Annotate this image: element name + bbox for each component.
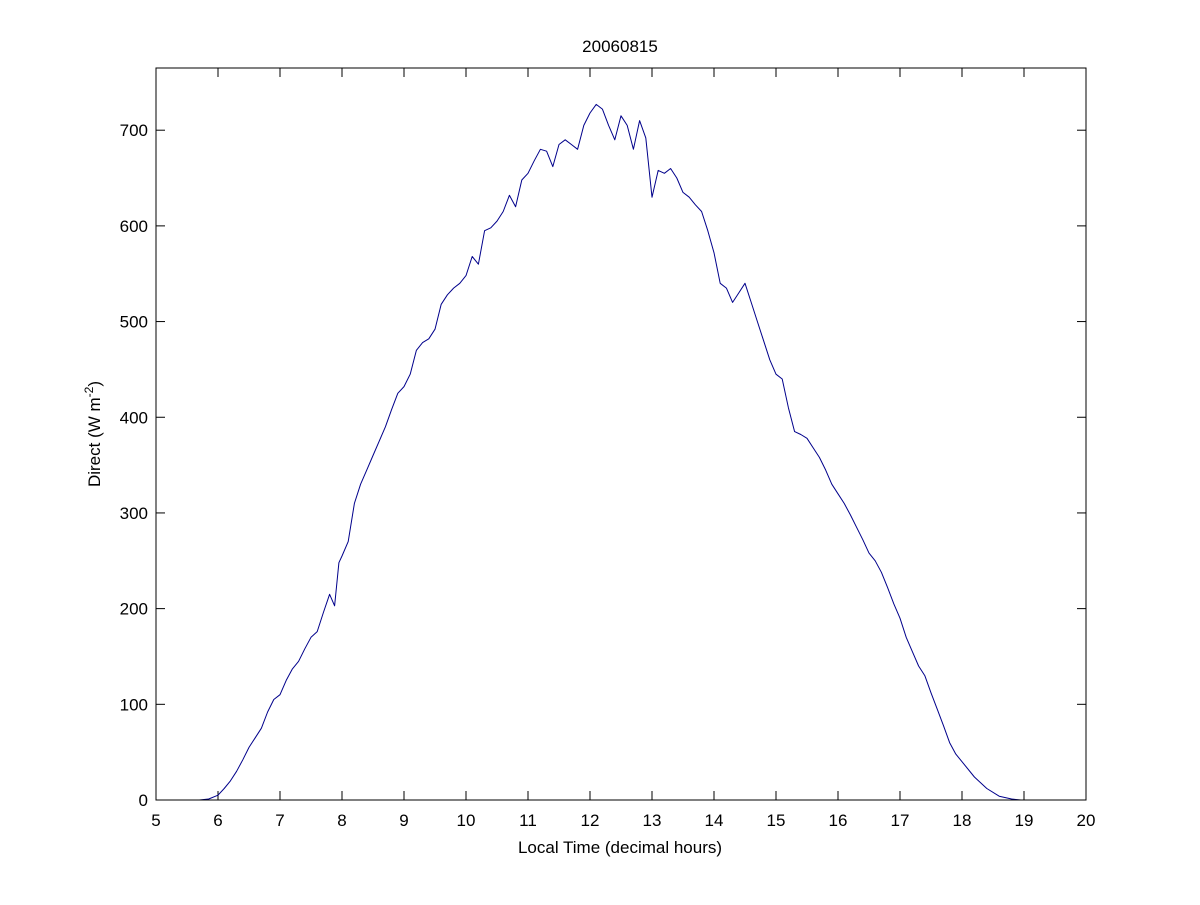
y-tick-label: 400 (120, 408, 148, 427)
y-tick-label: 600 (120, 217, 148, 236)
y-tick-label: 0 (139, 791, 148, 810)
x-tick-label: 10 (457, 811, 476, 830)
x-tick-label: 12 (581, 811, 600, 830)
x-axis-label: Local Time (decimal hours) (518, 838, 722, 857)
x-tick-label: 8 (337, 811, 346, 830)
x-tick-label: 16 (829, 811, 848, 830)
y-tick-label: 300 (120, 504, 148, 523)
y-tick-label: 700 (120, 121, 148, 140)
y-axis-label-prefix: Direct (W m (85, 397, 104, 487)
axes-box (155, 67, 1087, 801)
x-tick-label: 19 (1015, 811, 1034, 830)
x-tick-label: 20 (1077, 811, 1096, 830)
x-tick-label: 5 (151, 811, 160, 830)
chart-title: 20060815 (582, 37, 658, 56)
x-tick-label: 18 (953, 811, 972, 830)
y-axis-ticks: 0 100 200 300 400 500 600 700 (120, 121, 1086, 810)
x-tick-label: 9 (399, 811, 408, 830)
y-axis-label-suffix: ) (85, 381, 104, 387)
y-tick-label: 100 (120, 695, 148, 714)
x-tick-label: 17 (891, 811, 910, 830)
x-axis-ticks: 5 6 7 8 9 10 11 12 13 14 15 16 17 18 19 20 (151, 68, 1095, 830)
x-tick-label: 7 (275, 811, 284, 830)
y-tick-label: 200 (120, 600, 148, 619)
x-tick-label: 11 (519, 811, 537, 830)
x-tick-label: 13 (643, 811, 662, 830)
direct-radiation-line (199, 103, 1021, 801)
x-tick-label: 6 (213, 811, 222, 830)
y-axis-label: Direct (W m-2) (82, 381, 104, 487)
x-tick-label: 15 (767, 811, 786, 830)
plot-area (156, 68, 1086, 800)
y-axis-label-superscript: -2 (82, 386, 96, 397)
y-tick-label: 500 (120, 313, 148, 332)
x-tick-label: 14 (705, 811, 724, 830)
